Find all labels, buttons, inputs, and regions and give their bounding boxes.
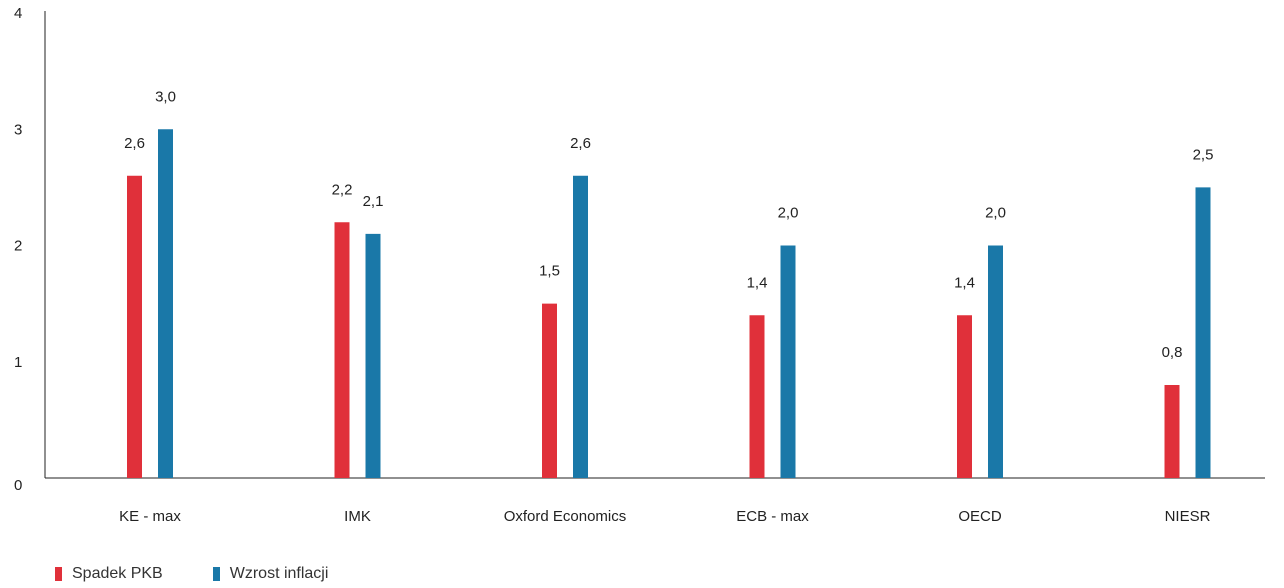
tick-labels: 0 1 2 3 4 KE - max IMK Oxford Economics ECB - ma… xyxy=(14,5,1211,525)
bar-wzrost-inflacji xyxy=(365,233,381,478)
x-tick-label: KE - max xyxy=(119,508,181,525)
legend-swatch-spadek-pkb xyxy=(55,567,62,581)
bar-wzrost-inflacji xyxy=(1195,187,1211,478)
x-tick-label: Oxford Economics xyxy=(504,508,627,525)
bar-wzrost-inflacji xyxy=(988,245,1003,478)
axes xyxy=(44,11,1265,479)
data-label: 3,0 xyxy=(155,88,176,105)
y-tick-label: 0 xyxy=(14,477,22,494)
legend-swatch-wzrost-inflacji xyxy=(212,567,220,581)
legend-label-wzrost-inflacji: Wzrost inflacji xyxy=(229,565,329,582)
bar-wzrost-inflacji xyxy=(573,175,588,478)
data-label: 2,2 xyxy=(332,181,353,198)
x-tick-label: ECB - max xyxy=(736,508,809,525)
y-tick-label: 4 xyxy=(14,5,22,22)
legend: Spadek PKB Wzrost inflacji xyxy=(55,565,378,583)
x-tick-label: NIESR xyxy=(1165,508,1211,525)
data-label: 2,6 xyxy=(124,135,145,152)
x-tick-label: IMK xyxy=(344,508,371,525)
legend-item-spadek-pkb: Spadek PKB xyxy=(55,565,163,583)
y-tick-label: 2 xyxy=(14,238,22,255)
y-tick-label: 1 xyxy=(14,354,22,371)
data-label: 2,0 xyxy=(985,205,1006,222)
bar-spadek-pkb xyxy=(334,222,350,478)
legend-label-spadek-pkb: Spadek PKB xyxy=(72,565,163,582)
x-tick-label: OECD xyxy=(958,508,1002,525)
legend-item-wzrost-inflacji: Wzrost inflacji xyxy=(212,565,329,583)
data-label: 2,6 xyxy=(570,135,591,152)
data-label: 2,0 xyxy=(778,205,799,222)
bar-wzrost-inflacji xyxy=(780,245,796,478)
data-label: 2,5 xyxy=(1193,146,1214,163)
bars xyxy=(127,129,1211,478)
data-label: 1,5 xyxy=(539,263,560,280)
bar-spadek-pkb xyxy=(127,175,142,478)
bar-wzrost-inflacji xyxy=(158,129,173,478)
bar-spadek-pkb xyxy=(542,303,557,478)
data-label: 2,1 xyxy=(363,193,384,210)
data-label: 0,8 xyxy=(1162,344,1183,361)
data-label: 1,4 xyxy=(747,274,768,291)
bar-spadek-pkb xyxy=(1164,385,1180,478)
bar-spadek-pkb xyxy=(749,315,765,478)
y-tick-label: 3 xyxy=(14,121,22,138)
data-label: 1,4 xyxy=(954,274,975,291)
bar-spadek-pkb xyxy=(957,315,972,478)
data-labels: 2,6 3,0 2,2 2,1 1,5 2,6 1,4 2,0 1,4 2,0 0,8 2,5 xyxy=(124,88,1213,361)
